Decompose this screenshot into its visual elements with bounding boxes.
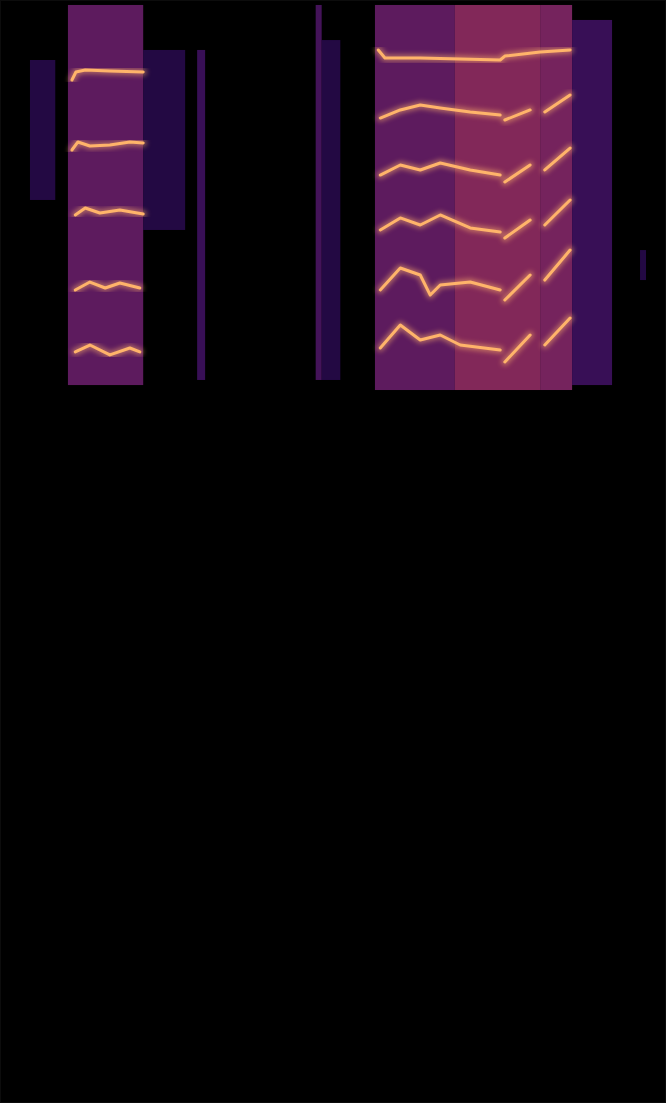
harmonic <box>75 208 143 215</box>
harmonic <box>72 142 143 150</box>
harmonic <box>378 50 570 60</box>
energy-cell <box>322 40 341 380</box>
harmonic-glow <box>380 250 570 300</box>
energy-cell <box>316 5 322 380</box>
harmonic-glow <box>380 200 570 238</box>
harmonic-glow <box>75 345 140 355</box>
energy-cell <box>143 50 185 230</box>
energy-cell <box>30 60 55 200</box>
harmonic <box>72 70 143 80</box>
energy-cell <box>572 20 612 385</box>
energy-cell <box>197 50 205 380</box>
harmonic <box>380 200 570 238</box>
harmonic-glow <box>72 142 143 150</box>
harmonic-glow <box>378 50 570 60</box>
plot-frame <box>1 1 666 1103</box>
harmonic <box>380 95 570 120</box>
harmonic-glow <box>380 95 570 120</box>
harmonic-glow <box>380 148 570 182</box>
harmonic <box>380 148 570 182</box>
harmonic <box>75 345 140 355</box>
energy-cell <box>68 5 143 385</box>
plot-area <box>30 5 646 390</box>
harmonic-glow <box>380 318 570 362</box>
harmonic <box>75 282 140 290</box>
energy-cell <box>640 250 646 280</box>
harmonic-glow <box>75 208 143 215</box>
harmonic <box>380 318 570 362</box>
harmonic <box>380 250 570 300</box>
spectrogram <box>0 0 666 1103</box>
harmonic-glow <box>75 282 140 290</box>
harmonic-glow <box>72 70 143 80</box>
background <box>0 0 666 1103</box>
